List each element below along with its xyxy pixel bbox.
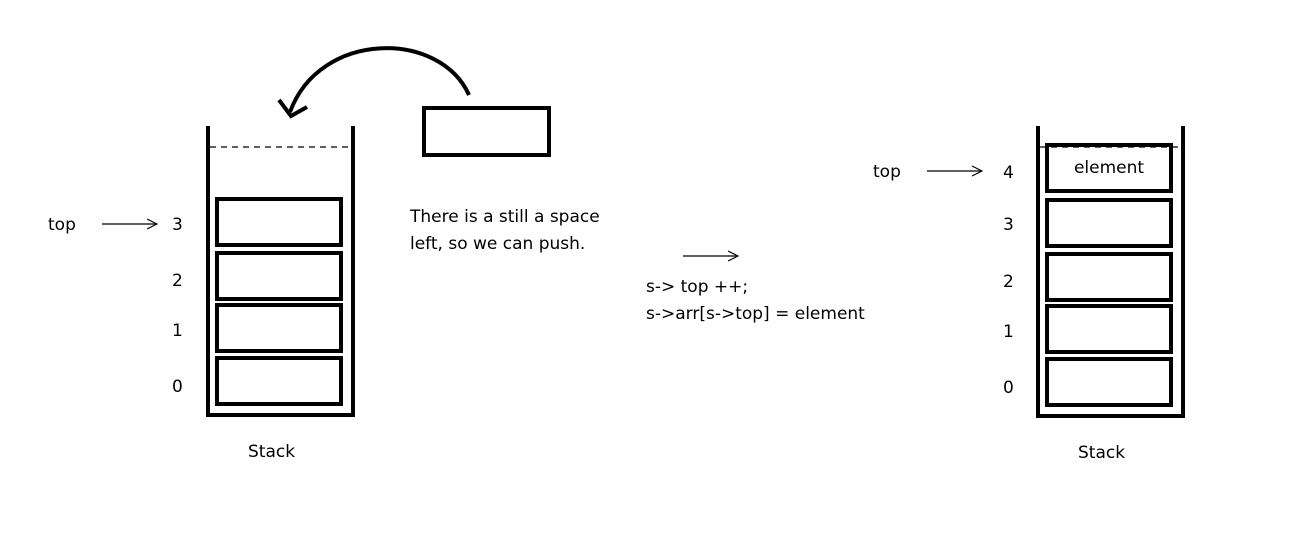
- code-line-increment: s-> top ++;: [646, 277, 748, 297]
- space-left-note-line-2: left, so we can push.: [410, 234, 585, 254]
- space-left-note-line-1: There is a still a space: [409, 207, 600, 227]
- right-stack-cell-4-label: element: [1074, 158, 1144, 178]
- code-line-assign: s->arr[s->top] = element: [646, 304, 865, 324]
- right-stack-container: [1036, 126, 1185, 418]
- right-stack-index-0: 0: [1003, 378, 1014, 398]
- left-stack-index-2: 2: [172, 271, 183, 291]
- right-stack-caption: Stack: [1078, 443, 1125, 463]
- transition-group: s-> top ++; s->arr[s->top] = element: [646, 256, 865, 324]
- left-top-label: top: [48, 215, 76, 235]
- right-stack-cell-1: [1045, 304, 1173, 354]
- left-stack-index-1: 1: [172, 321, 183, 341]
- left-stack-index-0: 0: [172, 377, 183, 397]
- left-stack-cell-0: [215, 356, 343, 406]
- left-stack-index-3: 3: [172, 215, 183, 235]
- left-stack-cell-2: [215, 251, 343, 301]
- right-stack-index-1: 1: [1003, 322, 1014, 342]
- push-curved-arrow: [288, 46, 471, 113]
- incoming-element-box: [422, 106, 551, 157]
- right-top-label: top: [873, 162, 901, 182]
- right-stack: element 4 3 2 1 0 top Stack: [873, 126, 1185, 463]
- right-stack-index-3: 3: [1003, 215, 1014, 235]
- left-stack-cell-3: [215, 197, 343, 247]
- incoming-element-group: There is a still a space left, so we can…: [277, 46, 600, 254]
- right-stack-index-2: 2: [1003, 272, 1014, 292]
- left-stack: 3 2 1 0 top Stack: [48, 126, 355, 462]
- left-stack-cell-1: [215, 303, 343, 353]
- right-stack-cell-4: [1045, 143, 1173, 193]
- push-arrowhead: [277, 98, 308, 119]
- right-stack-cell-0: [1045, 357, 1173, 407]
- right-stack-index-4: 4: [1003, 163, 1014, 183]
- left-stack-container: [206, 126, 355, 417]
- right-stack-cell-3: [1045, 198, 1173, 248]
- right-stack-cell-2: [1045, 252, 1173, 302]
- left-stack-caption: Stack: [248, 442, 295, 462]
